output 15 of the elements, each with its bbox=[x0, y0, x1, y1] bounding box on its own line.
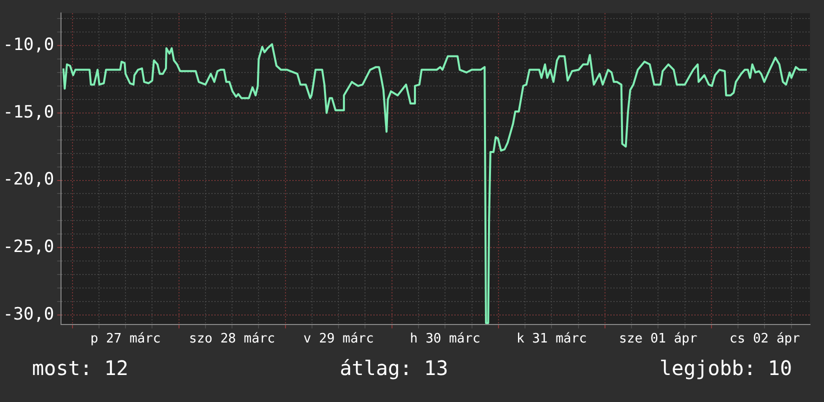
y-tick-label: -30,0 bbox=[2, 304, 54, 324]
text: legjobb: 10 bbox=[660, 356, 792, 380]
x-tick-label: sze 01 ápr bbox=[619, 332, 698, 347]
y-tick-label: -10,0 bbox=[2, 34, 54, 55]
x-tick-label: h 30 márc bbox=[410, 332, 480, 347]
x-tick-label: cs 02 ápr bbox=[730, 332, 800, 347]
text: átlag: 13 bbox=[340, 356, 448, 380]
y-tick-label: -15,0 bbox=[2, 102, 54, 122]
y-tick-label: -20,0 bbox=[2, 170, 54, 190]
x-tick-label: v 29 márc bbox=[303, 332, 374, 347]
text: most: 12 bbox=[32, 356, 128, 380]
x-tick-label: szo 28 márc bbox=[189, 332, 276, 347]
x-tick-label: p 27 márc bbox=[90, 332, 161, 347]
y-tick-label: -25,0 bbox=[2, 237, 54, 258]
x-tick-label: k 31 márc bbox=[516, 332, 587, 347]
